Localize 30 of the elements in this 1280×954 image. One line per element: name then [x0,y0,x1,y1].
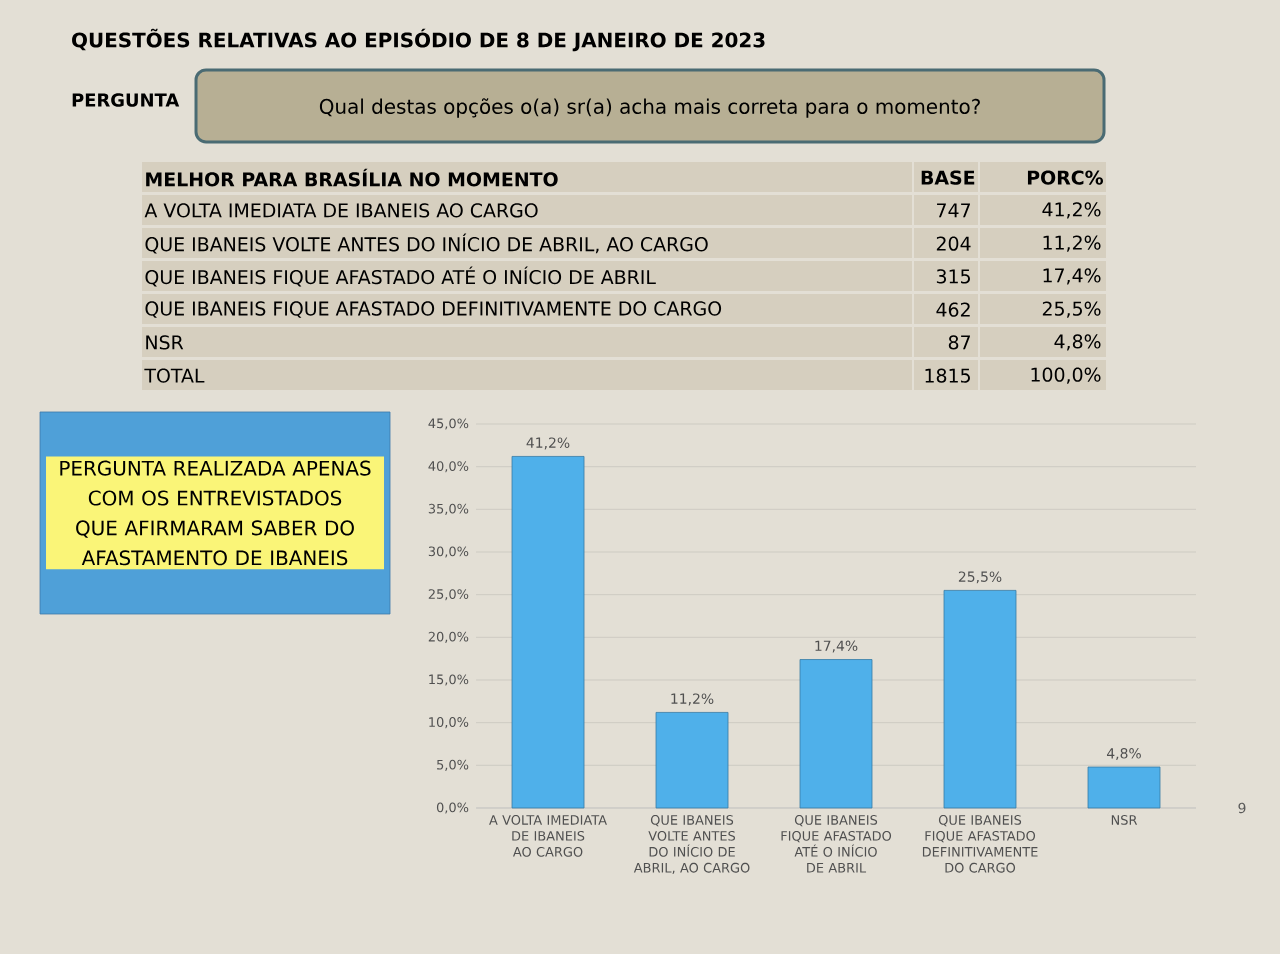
text: 204 [936,236,971,251]
text: PERGUNTA REALIZADA APENAS COM OS ENTREVISTADOS QUE AFIRMARAM SABER DO AFASTAMENTO DE IBANEIS [60,460,371,566]
text: 315 [936,269,970,284]
chart-title: QUESTÕES RELATIVAS AO EPISÓDIO DE 8 DE JANEIRO DE 2023 [72,28,765,52]
bar [511,456,585,809]
text: 462 [936,302,970,317]
text: 87 [948,335,970,350]
text: PORC% [1027,170,1104,185]
text: 1815 [925,368,970,383]
text: TOTAL [144,368,205,383]
text: A VOLTA IMEDIATA DE IBANEIS AO CARGO [144,203,538,218]
text: QUE IBANEIS FIQUE AFASTADO DEFINITIVAMENTE DO CARGO [145,301,722,318]
text: 25,5% [1042,301,1101,318]
bar [1087,766,1161,809]
text: BASE [921,170,975,185]
text: 17,4% [1043,268,1101,285]
text: QUE IBANEIS VOLTE ANTES DO INÍCIO DE ABRIL, AO CARGO [145,233,708,254]
text: NSR [146,335,184,350]
text: PERGUNTA [72,93,180,107]
text: 100,0% [1031,367,1101,384]
text: 11,2% [1043,235,1101,252]
chart-subtitle: Qual destas opções o(a) sr(a) acha mais correta para o momento? [319,98,980,118]
text: MELHOR PARA BRASÍLIA NO MOMENTO [146,168,558,187]
text: 4,8% [1054,334,1101,351]
text: 747 [937,203,970,218]
bar [943,590,1017,809]
bar [799,659,873,809]
bar [655,712,729,809]
text: QUE IBANEIS FIQUE AFASTADO ATÉ O INÍCIO DE ABRIL [145,266,656,287]
text: 41,2% [1042,202,1101,219]
